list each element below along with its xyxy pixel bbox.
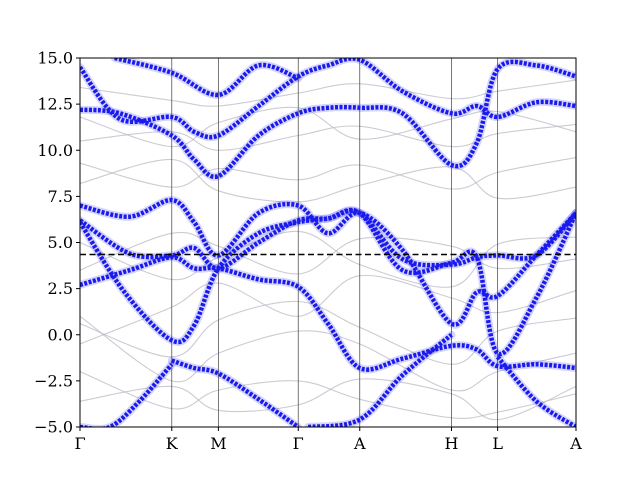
projected-band-line [80,255,576,372]
background-band-1 [80,274,576,345]
x-tick-label: L [492,434,503,453]
projected-band-line [80,59,576,180]
y-tick-label: 0.0 [48,325,73,344]
y-tick-label: 15.0 [37,49,73,68]
projected-bands [80,58,576,427]
x-tick-label: A [353,434,366,453]
projected-band-5 [80,58,576,181]
x-tick-label: Γ [74,434,85,453]
y-tick-label: 2.5 [48,279,73,298]
projected-band-line [114,58,300,98]
y-tick-label: 7.5 [48,187,73,206]
projected-band-7 [167,356,303,427]
projected-band-11 [110,58,303,99]
projected-band-line [80,58,576,140]
y-tick-label: −5.0 [34,418,73,437]
projected-band-line [307,333,453,427]
background-band-11 [80,106,576,148]
x-tick-label: H [445,434,459,453]
x-tick-label: M [210,434,226,453]
background-band-12 [80,378,576,421]
y-tick-label: −2.5 [34,371,73,390]
background-band-8 [80,158,576,203]
projected-band-line [80,208,576,271]
projected-band-8 [304,330,456,427]
projected-band-line [80,362,174,427]
projected-band-6 [80,58,576,142]
projected-band-4 [80,206,576,358]
background-band-9 [80,300,576,365]
y-tick-label: 12.5 [37,95,73,114]
x-tick-label: K [166,434,179,453]
y-axis: −5.0 −2.5 0.0 2.5 5.0 7.5 10.0 12.5 15.0 [34,49,80,437]
background-band-4 [80,231,576,275]
projected-band-2 [80,206,576,273]
projected-band-10 [493,352,576,427]
projected-band-9 [80,360,176,427]
projected-band-3 [80,196,576,329]
projected-band-1 [80,253,576,374]
y-tick-label: 10.0 [37,141,73,160]
y-tick-label: 5.0 [48,233,73,252]
projected-band-line [495,355,576,427]
projected-band-line [80,207,576,357]
x-tick-label: A [569,434,582,453]
projected-band-line [171,358,300,427]
x-tick-label: Γ [293,434,304,453]
projected-band-halo [80,196,576,329]
